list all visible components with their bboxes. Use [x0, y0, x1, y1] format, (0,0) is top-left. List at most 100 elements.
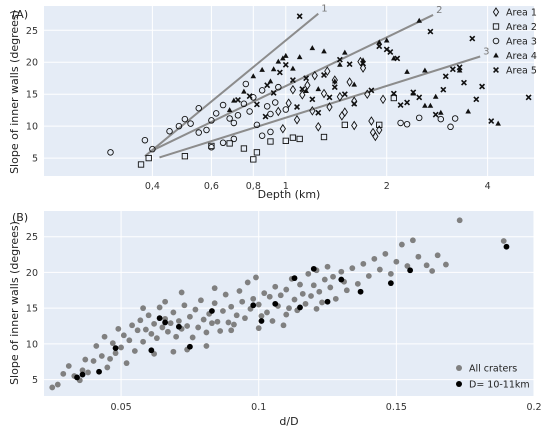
point-all-craters — [209, 320, 215, 327]
x-tick-label-a: 1 — [283, 181, 289, 192]
point-all-craters — [332, 295, 339, 302]
point-all-craters — [184, 323, 191, 329]
trend-line-3 — [159, 55, 481, 159]
point-area-2 — [226, 140, 233, 147]
point-area-1 — [293, 114, 301, 125]
x-tick-label-b: 0.15 — [386, 402, 407, 413]
legend-label-area-3: Area 3 — [506, 37, 537, 48]
point-area-1 — [304, 80, 311, 91]
point-area-4 — [456, 67, 463, 73]
y-axis-label-b: Slope of inner walls (degrees) — [8, 221, 21, 385]
point-d-10-11km — [357, 288, 364, 295]
point-area-3 — [212, 110, 220, 117]
trend-line-label-3: 3 — [483, 46, 489, 57]
point-all-craters — [65, 363, 72, 369]
point-area-2 — [320, 133, 328, 141]
point-area-1 — [351, 96, 358, 107]
panel-b: 0.05 0.1 0.15 0.2 5 10 15 20 25 (B) d/D Slope of… — [8, 211, 542, 428]
point-area-3 — [234, 112, 242, 119]
point-area-4 — [259, 66, 265, 72]
panel-a: 1 2 3 0,4 0,6 0,8 1 2 4 5 10 15 20 25 (A) Depth (km)… — [8, 4, 537, 201]
point-all-craters — [126, 337, 133, 344]
point-d-10-11km — [324, 298, 331, 305]
point-all-craters — [151, 320, 158, 327]
point-area-2 — [390, 94, 397, 102]
point-all-craters — [203, 329, 210, 336]
point-area-4 — [275, 58, 282, 64]
legend-label-all-craters: All craters — [469, 364, 517, 375]
point-d-10-11km — [338, 276, 345, 283]
point-d-10-11km — [74, 374, 80, 381]
point-all-craters — [107, 355, 113, 362]
point-all-craters — [85, 369, 91, 376]
y-tick-label-a: 10 — [26, 122, 38, 133]
point-area-1 — [326, 102, 333, 112]
point-area-1 — [311, 70, 318, 81]
point-area-3 — [149, 145, 156, 153]
point-area-3 — [141, 136, 149, 144]
point-area-4 — [422, 102, 428, 108]
point-area-4 — [296, 54, 303, 60]
point-area-5 — [473, 96, 480, 103]
legend-marker-area-5 — [493, 67, 499, 73]
point-area-3 — [175, 122, 183, 130]
point-all-craters — [104, 364, 111, 371]
point-area-4 — [231, 97, 237, 103]
point-all-craters — [236, 288, 243, 294]
y-tick-label-b: 15 — [26, 304, 38, 315]
point-area-3 — [246, 108, 253, 115]
point-all-craters — [310, 282, 317, 289]
point-area-4 — [267, 78, 274, 84]
point-all-craters — [330, 273, 336, 280]
point-all-craters — [186, 313, 193, 320]
point-area-4 — [404, 68, 410, 74]
point-all-craters — [291, 296, 298, 303]
x-tick-label-a: 0,6 — [204, 181, 219, 192]
point-area-4 — [280, 55, 286, 61]
point-all-craters — [167, 320, 174, 327]
point-area-3 — [181, 115, 189, 123]
legend-label-d-10-11km: D= 10-11km — [469, 380, 530, 391]
point-all-craters — [277, 292, 284, 299]
legend-label-area-1: Area 1 — [506, 8, 537, 19]
point-all-craters — [115, 325, 122, 332]
point-all-craters — [203, 343, 210, 349]
point-all-craters — [159, 324, 166, 331]
point-area-5 — [410, 89, 417, 96]
point-all-craters — [231, 321, 237, 328]
point-area-2 — [289, 134, 297, 141]
point-all-craters — [225, 319, 232, 326]
point-area-3 — [403, 120, 411, 128]
legend-label-area-5: Area 5 — [506, 66, 537, 77]
point-all-craters — [409, 237, 416, 244]
point-area-4 — [303, 88, 309, 93]
point-area-1 — [309, 105, 316, 116]
point-all-craters — [272, 283, 279, 290]
point-all-craters — [170, 309, 177, 316]
point-all-craters — [118, 344, 124, 351]
point-area-3 — [195, 105, 203, 112]
point-all-craters — [297, 281, 303, 288]
point-area-5 — [326, 94, 333, 101]
point-all-craters — [242, 315, 248, 322]
point-all-craters — [299, 290, 306, 297]
x-tick-label-a: 0,4 — [145, 181, 160, 192]
point-all-craters — [101, 333, 108, 340]
point-area-3 — [107, 149, 114, 156]
point-area-4 — [432, 93, 439, 99]
point-all-craters — [283, 311, 290, 318]
point-area-4 — [383, 37, 390, 43]
point-area-3 — [415, 114, 423, 122]
point-area-5 — [341, 91, 348, 98]
legend-marker-area-2 — [492, 23, 500, 30]
point-area-4 — [465, 108, 471, 114]
point-d-10-11km — [407, 267, 414, 274]
point-area-3 — [397, 119, 404, 127]
point-all-craters — [269, 318, 276, 324]
point-d-10-11km — [175, 323, 182, 330]
point-all-craters — [360, 260, 367, 267]
point-all-craters — [280, 322, 287, 329]
point-area-3 — [253, 121, 261, 129]
x-tick-label-b: 0.2 — [526, 402, 541, 413]
point-area-3 — [195, 129, 203, 136]
